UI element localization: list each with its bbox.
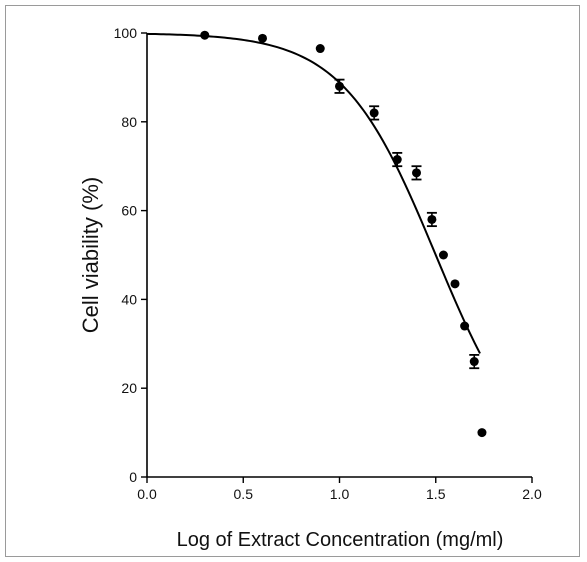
- axes: [146, 33, 532, 478]
- x-tick-label: 2.0: [522, 486, 542, 502]
- x-tick-label: 1.5: [426, 486, 446, 502]
- data-point: [369, 108, 379, 118]
- data-point: [412, 168, 421, 178]
- ticks: 0.0 0.5 1.0 1.5 2.0 0 20 40 60 80 100: [114, 25, 542, 502]
- data-point: [469, 357, 479, 367]
- data-point: [200, 30, 210, 40]
- y-tick-label: 100: [114, 25, 138, 41]
- x-tick-label: 1.0: [330, 486, 350, 502]
- y-tick-label: 40: [121, 291, 137, 307]
- chart-frame: [5, 5, 580, 557]
- fit-curve: [146, 32, 481, 354]
- y-axis-title: Cell viability (%): [78, 177, 103, 333]
- data-point: [258, 33, 267, 43]
- y-tick-label: 80: [121, 114, 137, 130]
- data-point: [460, 321, 470, 331]
- y-tick-label: 0: [129, 469, 137, 485]
- data-points: [200, 30, 487, 438]
- data-point: [392, 155, 402, 165]
- y-tick-label: 60: [121, 203, 137, 219]
- data-point: [427, 214, 437, 224]
- x-tick-label: 0.5: [234, 486, 254, 502]
- x-axis-title: Log of Extract Concentration (mg/ml): [177, 529, 504, 551]
- data-point: [477, 428, 487, 438]
- data-point: [335, 81, 344, 91]
- data-point: [438, 250, 448, 260]
- y-tick-label: 20: [121, 380, 137, 396]
- x-tick-label: 0.0: [137, 486, 157, 502]
- data-point: [450, 279, 460, 289]
- data-point: [315, 44, 325, 54]
